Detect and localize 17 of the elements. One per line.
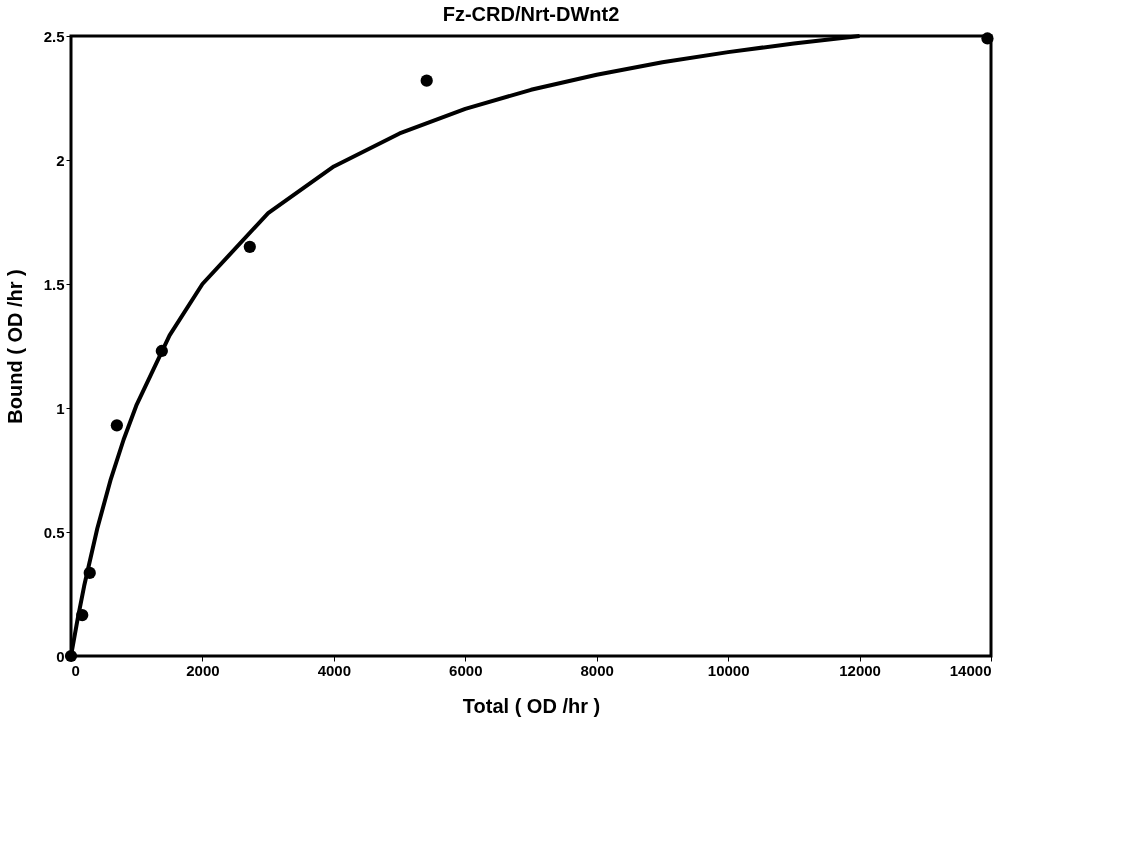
x-tick-label: 4000 (317, 661, 352, 679)
y-tick-label: 2.5 (43, 27, 65, 45)
x-tick-label: 14000 (949, 661, 992, 679)
x-tick-label: 0 (71, 661, 80, 679)
chart-title: Fz-CRD/Nrt-DWnt2 (442, 3, 620, 25)
y-tick-label: 0 (56, 647, 65, 665)
x-tick-label: 8000 (580, 661, 614, 679)
x-tick-label: 6000 (449, 661, 483, 679)
y-tick-label: 1 (56, 399, 65, 417)
y-tick-label: 1.5 (43, 275, 65, 293)
x-tick-label: 10000 (707, 661, 750, 679)
y-axis-title: Bound ( OD /hr ) (3, 269, 26, 424)
y-tick-label: 2 (56, 151, 65, 169)
x-tick-label: 2000 (186, 661, 220, 679)
y-tick-label: 0.5 (43, 523, 65, 541)
x-tick-label: 12000 (839, 661, 881, 679)
x-axis-title: Total ( OD /hr ) (462, 694, 601, 717)
